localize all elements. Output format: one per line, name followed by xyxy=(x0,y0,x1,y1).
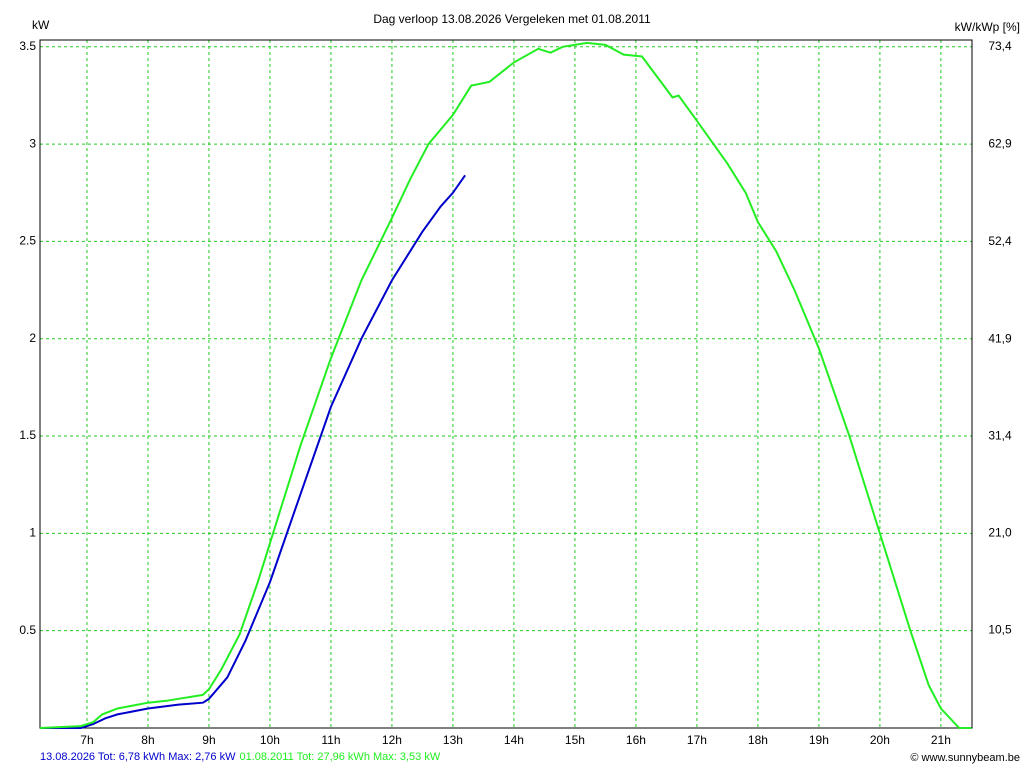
credit: © www.sunnybeam.be xyxy=(910,752,1020,764)
chart-title: Dag verloop 13.08.2026 Vergeleken met 01… xyxy=(373,12,651,26)
x-tick-label: 18h xyxy=(748,733,768,747)
y-tick-label: 3 xyxy=(29,136,36,150)
y2-tick-label: 31,4 xyxy=(988,429,1012,443)
x-tick-label: 11h xyxy=(321,733,340,747)
x-tick-label: 9h xyxy=(202,733,215,747)
y2-tick-label: 41,9 xyxy=(988,331,1012,345)
x-tick-label: 13h xyxy=(443,733,463,747)
y-tick-label: 1 xyxy=(29,526,36,540)
x-tick-label: 21h xyxy=(931,733,951,747)
x-tick-label: 20h xyxy=(870,733,890,747)
x-tick-label: 19h xyxy=(809,733,829,747)
x-tick-label: 15h xyxy=(565,733,585,747)
y2-tick-label: 62,9 xyxy=(988,136,1012,150)
plot-border xyxy=(39,39,973,729)
x-tick-label: 12h xyxy=(382,733,402,747)
y2-tick-label: 73,4 xyxy=(988,39,1012,53)
y-tick-label: 2.5 xyxy=(19,234,36,248)
x-tick-label: 14h xyxy=(504,733,524,747)
y2-tick-label: 52,4 xyxy=(988,234,1012,248)
legend-entry: 13.08.2026 Tot: 6,78 kWh Max: 2,76 kW xyxy=(40,751,236,763)
y2-axis-label: kW/kWp [%] xyxy=(955,20,1020,34)
x-tick-label: 7h xyxy=(80,733,93,747)
y-tick-label: 0.5 xyxy=(19,623,36,637)
x-tick-label: 17h xyxy=(687,733,707,747)
x-tick-label: 16h xyxy=(626,733,646,747)
y2-tick-label: 10,5 xyxy=(988,623,1012,637)
y-axis-label: kW xyxy=(32,18,50,32)
y-tick-label: 1.5 xyxy=(19,428,36,442)
y-tick-label: 2 xyxy=(29,331,36,345)
y-tick-label: 3.5 xyxy=(19,39,36,53)
series-line xyxy=(39,41,972,729)
x-tick-label: 8h xyxy=(141,733,154,747)
y2-tick-label: 21,0 xyxy=(988,525,1012,539)
legend-entry: 01.08.2011 Tot: 27,96 kWh Max: 3,53 kW xyxy=(239,751,440,763)
x-tick-label: 10h xyxy=(260,733,280,747)
series-line xyxy=(40,174,466,729)
